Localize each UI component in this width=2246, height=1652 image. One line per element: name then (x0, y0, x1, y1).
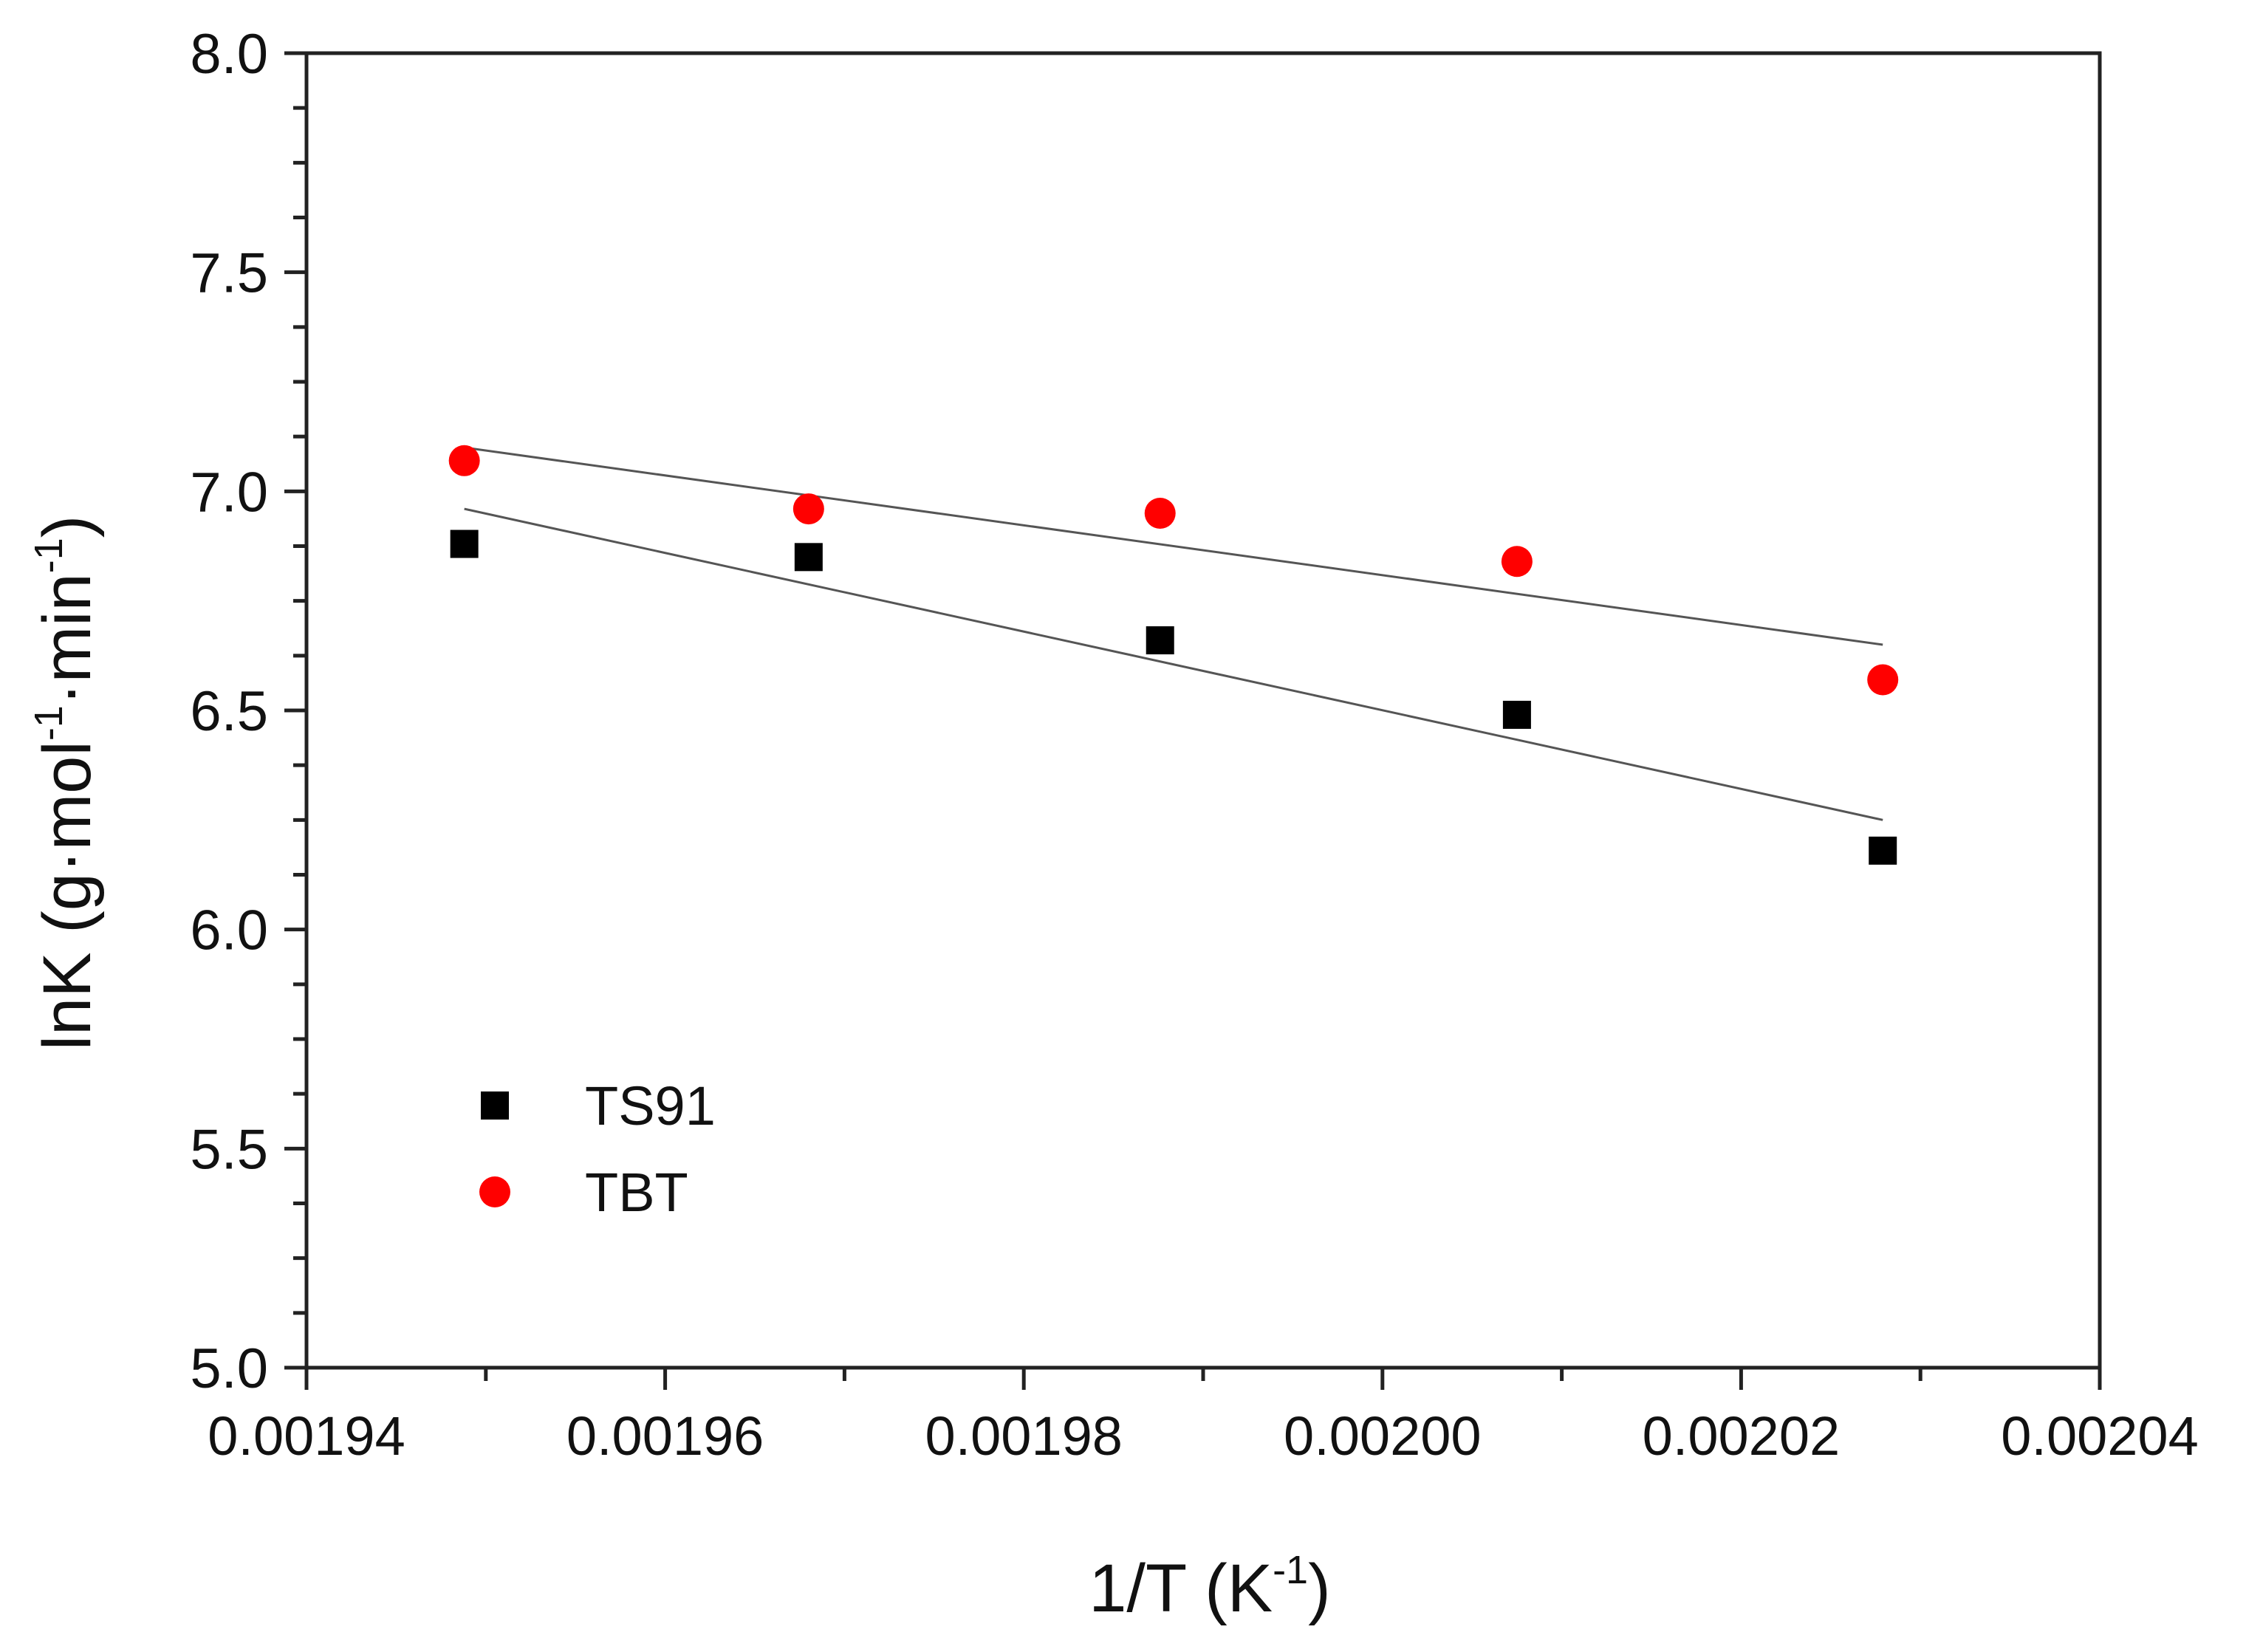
point-ts91 (1869, 836, 1897, 865)
y-tick-label: 6.5 (190, 680, 268, 743)
x-tick-label: 0.00200 (1284, 1405, 1482, 1467)
y-axis-title-main: lnK (g·mol (30, 741, 105, 1050)
y-axis-title-sup2: -1 (27, 538, 71, 573)
legend: TS91 TBT (479, 1075, 716, 1223)
x-axis-title-main: 1/T (K (1089, 1551, 1273, 1626)
x-tick-label: 0.00202 (1643, 1405, 1841, 1467)
x-tick-label: 0.00204 (2001, 1405, 2199, 1467)
x-tick-label: 0.00194 (208, 1405, 405, 1467)
legend-label-tbt: TBT (585, 1162, 688, 1223)
y-axis-title: lnK (g·mol-1·min-1) (27, 515, 105, 1051)
point-tbt (1501, 546, 1533, 577)
y-tick-label: 7.5 (190, 242, 268, 305)
y-tick-label: 6.0 (190, 899, 268, 962)
x-tick-label: 0.00196 (566, 1405, 764, 1467)
y-tick-label: 5.0 (190, 1337, 268, 1400)
point-ts91 (1502, 700, 1531, 729)
point-tbt (1144, 498, 1176, 529)
y-axis-title-mid: ·min (30, 573, 105, 705)
y-tick-label: 7.0 (190, 461, 268, 524)
y-tick-label: 8.0 (190, 23, 268, 86)
x-axis: 0.00194 0.00196 0.00198 0.00200 0.00202 0.002… (208, 1368, 2199, 1467)
fit-line-tbt (464, 446, 1883, 646)
y-axis: 5.0 5.5 6.0 6.5 7.0 7.5 8.0 (190, 23, 307, 1400)
point-tbt (448, 445, 480, 476)
y-axis-title-sup1: -1 (27, 705, 71, 741)
legend-label-ts91: TS91 (585, 1075, 716, 1137)
x-axis-title: 1/T (K-1) (1089, 1548, 1330, 1626)
x-axis-title-close: ) (1308, 1551, 1331, 1626)
point-tbt (1867, 664, 1899, 696)
markers (448, 445, 1899, 865)
x-axis-title-sup: -1 (1273, 1548, 1308, 1592)
point-ts91 (1146, 626, 1174, 655)
legend-marker-tbt (479, 1176, 510, 1207)
fit-line-ts91 (464, 507, 1883, 821)
point-ts91 (794, 543, 823, 572)
fit-lines (464, 446, 1883, 821)
y-tick-label: 5.5 (190, 1118, 268, 1181)
point-ts91 (450, 529, 479, 558)
y-axis-title-close: ) (30, 515, 105, 538)
legend-marker-ts91 (481, 1091, 509, 1120)
x-tick-label: 0.00198 (925, 1405, 1123, 1467)
point-tbt (792, 493, 824, 525)
